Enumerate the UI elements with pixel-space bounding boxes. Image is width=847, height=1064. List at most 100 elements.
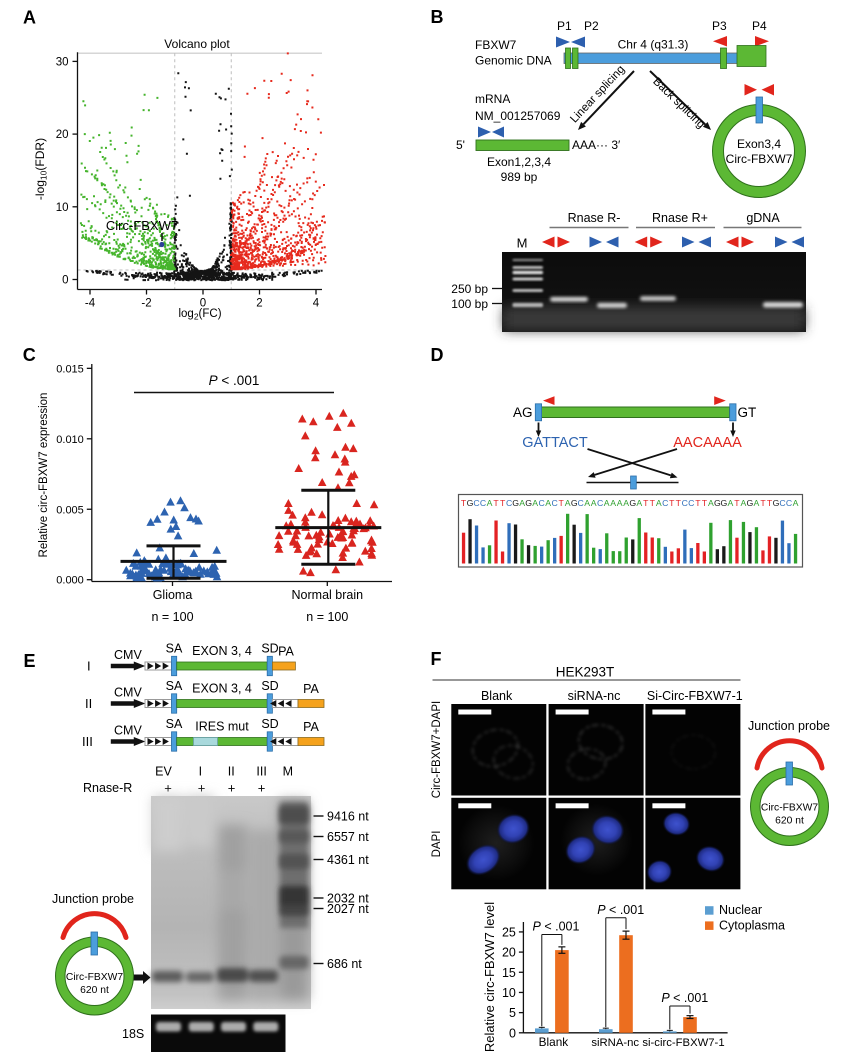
svg-text:P < .001: P < .001 bbox=[661, 991, 708, 1005]
svg-text:A: A bbox=[23, 8, 36, 28]
svg-text:A: A bbox=[584, 498, 590, 508]
svg-text:Junction probe: Junction probe bbox=[52, 892, 134, 906]
svg-text:n = 100: n = 100 bbox=[306, 610, 348, 624]
svg-text:IRES mut: IRES mut bbox=[195, 720, 249, 734]
svg-text:Rnase-R: Rnase-R bbox=[83, 781, 132, 795]
svg-text:PA: PA bbox=[303, 720, 319, 734]
svg-text:Junction probe: Junction probe bbox=[748, 719, 830, 733]
svg-text:A: A bbox=[487, 498, 493, 508]
svg-text:620 nt: 620 nt bbox=[775, 816, 804, 827]
svg-text:0.010: 0.010 bbox=[56, 434, 84, 446]
svg-text:Volcano plot: Volcano plot bbox=[164, 37, 230, 51]
svg-text:EXON 3, 4: EXON 3, 4 bbox=[192, 682, 252, 696]
svg-text:P2: P2 bbox=[584, 19, 599, 33]
svg-text:25: 25 bbox=[502, 925, 516, 939]
svg-text:F: F bbox=[431, 649, 442, 669]
svg-text:C: C bbox=[779, 498, 785, 508]
svg-text:SD: SD bbox=[261, 642, 278, 656]
svg-text:+: + bbox=[198, 781, 206, 796]
svg-text:siRNA-nc: siRNA-nc bbox=[591, 1037, 639, 1049]
svg-text:2027 nt: 2027 nt bbox=[327, 902, 369, 916]
svg-text:T: T bbox=[760, 498, 766, 508]
svg-text:18S: 18S bbox=[122, 1027, 144, 1041]
svg-text:10: 10 bbox=[502, 986, 516, 1000]
svg-text:C: C bbox=[786, 498, 792, 508]
svg-text:G: G bbox=[721, 498, 728, 508]
svg-text:2: 2 bbox=[256, 298, 262, 310]
svg-text:T: T bbox=[702, 498, 708, 508]
svg-text:A: A bbox=[754, 498, 760, 508]
svg-text:T: T bbox=[461, 498, 467, 508]
svg-text:A: A bbox=[545, 498, 551, 508]
svg-text:Circ-FBXW7: Circ-FBXW7 bbox=[726, 152, 793, 166]
svg-text:G: G bbox=[629, 498, 636, 508]
svg-text:30: 30 bbox=[56, 56, 69, 68]
svg-text:Blank: Blank bbox=[481, 689, 513, 703]
svg-text:PA: PA bbox=[303, 682, 319, 696]
svg-text:T: T bbox=[767, 498, 773, 508]
svg-text:PA: PA bbox=[278, 645, 294, 659]
svg-text:0.005: 0.005 bbox=[56, 504, 84, 516]
svg-text:T: T bbox=[558, 498, 564, 508]
svg-text:SA: SA bbox=[166, 642, 183, 656]
svg-text:+: + bbox=[164, 781, 172, 796]
svg-text:gDNA: gDNA bbox=[746, 211, 780, 225]
svg-text:20: 20 bbox=[502, 946, 516, 960]
svg-text:15: 15 bbox=[502, 966, 516, 980]
svg-text:FBXW7: FBXW7 bbox=[475, 38, 517, 52]
svg-text:AAA··· 3′: AAA··· 3′ bbox=[572, 138, 621, 152]
svg-text:G: G bbox=[714, 498, 721, 508]
svg-text:Normal brain: Normal brain bbox=[292, 588, 364, 602]
svg-text:CMV: CMV bbox=[114, 686, 142, 700]
svg-text:20: 20 bbox=[56, 129, 69, 141]
svg-text:Nuclear: Nuclear bbox=[719, 903, 762, 917]
svg-text:C: C bbox=[506, 498, 512, 508]
svg-text:NM_001257069: NM_001257069 bbox=[475, 109, 561, 123]
svg-text:P < .001: P < .001 bbox=[533, 920, 580, 934]
svg-text:250 bp: 250 bp bbox=[451, 282, 488, 296]
svg-text:9416 nt: 9416 nt bbox=[327, 809, 369, 823]
svg-text:0: 0 bbox=[509, 1026, 516, 1040]
svg-text:A: A bbox=[623, 498, 629, 508]
svg-text:A: A bbox=[793, 498, 799, 508]
svg-text:989 bp: 989 bp bbox=[501, 170, 538, 184]
svg-text:686 nt: 686 nt bbox=[327, 957, 362, 971]
svg-text:Circ-FBXW7+DAPI: Circ-FBXW7+DAPI bbox=[431, 701, 443, 798]
svg-text:A: A bbox=[708, 498, 714, 508]
svg-text:Cytoplasma: Cytoplasma bbox=[719, 918, 785, 932]
svg-text:AACAAAA: AACAAAA bbox=[673, 435, 742, 451]
svg-text:AG: AG bbox=[513, 405, 533, 420]
svg-text:M: M bbox=[283, 765, 293, 779]
svg-text:C: C bbox=[688, 498, 694, 508]
svg-text:mRNA: mRNA bbox=[475, 92, 510, 106]
svg-text:C: C bbox=[597, 498, 603, 508]
svg-text:Genomic DNA: Genomic DNA bbox=[475, 54, 552, 68]
svg-text:I: I bbox=[199, 765, 202, 779]
svg-text:6557 nt: 6557 nt bbox=[327, 830, 369, 844]
svg-text:A: A bbox=[604, 498, 610, 508]
svg-text:0: 0 bbox=[200, 298, 206, 310]
svg-text:T: T bbox=[669, 498, 675, 508]
svg-text:5: 5 bbox=[509, 1006, 516, 1020]
svg-text:Glioma: Glioma bbox=[153, 588, 193, 602]
svg-text:GT: GT bbox=[738, 405, 757, 420]
svg-text:A: A bbox=[565, 498, 571, 508]
svg-text:III: III bbox=[82, 734, 93, 749]
svg-text:III: III bbox=[256, 765, 266, 779]
svg-text:A: A bbox=[532, 498, 538, 508]
svg-text:0.000: 0.000 bbox=[56, 575, 84, 587]
svg-text:Blank: Blank bbox=[539, 1035, 569, 1049]
svg-text:I: I bbox=[87, 659, 91, 674]
svg-text:Chr 4 (q31.3): Chr 4 (q31.3) bbox=[618, 38, 689, 52]
svg-text:C: C bbox=[473, 498, 479, 508]
svg-text:G: G bbox=[467, 498, 474, 508]
svg-text:CMV: CMV bbox=[114, 648, 142, 662]
svg-text:620 nt: 620 nt bbox=[80, 985, 109, 996]
svg-text:A: A bbox=[728, 498, 734, 508]
svg-text:EV: EV bbox=[155, 765, 172, 779]
svg-text:HEK293T: HEK293T bbox=[556, 665, 615, 680]
svg-text:G: G bbox=[525, 498, 532, 508]
svg-text:G: G bbox=[571, 498, 578, 508]
svg-text:C: C bbox=[578, 498, 584, 508]
svg-text:2032 nt: 2032 nt bbox=[327, 891, 369, 905]
